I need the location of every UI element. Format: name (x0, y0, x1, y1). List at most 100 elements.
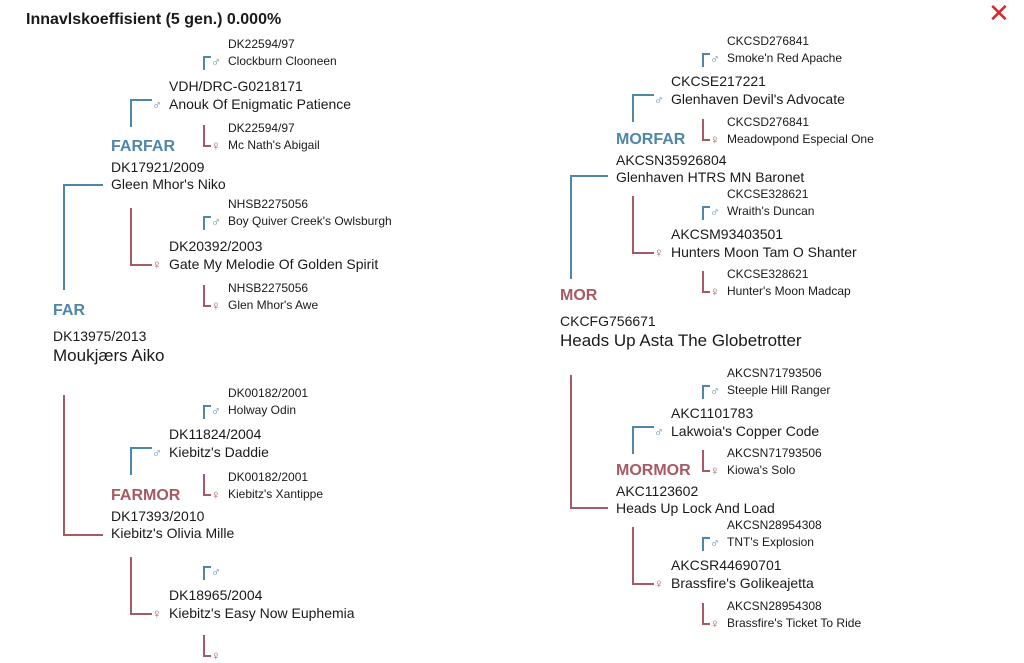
connector-line (702, 271, 704, 292)
ancestor-reg[interactable]: CKCSD276841 (727, 34, 810, 48)
female-icon: ♀ (211, 138, 221, 153)
ancestor-reg[interactable]: NHSB2275056 (228, 281, 309, 295)
ancestor-name[interactable]: Smoke'n Red Apache (727, 51, 843, 65)
parent-label: MOR (560, 287, 598, 304)
connector-line (632, 94, 654, 96)
ancestor-reg[interactable]: DK22594/97 (228, 121, 295, 135)
connector-line (203, 125, 205, 146)
ancestor-reg[interactable]: AKCSN28954308 (727, 599, 822, 613)
parent-reg[interactable]: CKCFG756671 (560, 313, 656, 329)
ancestor-reg[interactable]: DK00182/2001 (228, 386, 309, 400)
ancestor-name[interactable]: Kiebitz's Xantippe (228, 487, 324, 501)
male-icon: ♂ (152, 445, 162, 460)
ancestor-name[interactable]: Steeple Hill Ranger (727, 383, 831, 397)
male-icon: ♂ (654, 92, 664, 107)
ancestor-reg[interactable]: CKCSE217221 (671, 73, 766, 89)
male-icon: ♂ (710, 535, 720, 550)
ancestor-reg[interactable]: CKCSE328621 (727, 187, 809, 201)
ancestor-name[interactable]: Anouk Of Enigmatic Patience (169, 96, 352, 112)
ancestor-reg[interactable]: NHSB2275056 (228, 197, 309, 211)
connector-line (203, 635, 205, 656)
connector-line (632, 426, 634, 454)
connector-line (702, 537, 704, 551)
connector-line (130, 208, 132, 265)
connector-line (702, 119, 704, 140)
connector-line (63, 184, 65, 290)
grandparent-reg[interactable]: AKCSN35926804 (616, 152, 727, 168)
ancestor-reg[interactable]: DK22594/97 (228, 37, 295, 51)
ancestor-reg[interactable]: DK20392/2003 (169, 238, 263, 254)
connector-line (702, 450, 704, 471)
female-icon: ♀ (211, 648, 221, 663)
grandparent-reg[interactable]: DK17921/2009 (111, 159, 205, 175)
ancestor-name[interactable]: Mc Nath's Abigail (228, 138, 320, 152)
connector-line (570, 507, 608, 509)
ancestor-reg[interactable]: AKCSR44690701 (671, 557, 782, 573)
ancestor-reg[interactable]: VDH/DRC-G0218171 (169, 78, 303, 94)
connector-line (632, 527, 634, 584)
connector-line (702, 537, 710, 539)
ancestor-name[interactable]: Gate My Melodie Of Golden Spirit (169, 256, 379, 272)
ancestor-name[interactable]: Hunters Moon Tam O Shanter (671, 244, 857, 260)
ancestor-reg[interactable]: AKCSN28954308 (727, 518, 822, 532)
male-icon: ♂ (654, 424, 664, 439)
ancestor-reg[interactable]: DK11824/2004 (169, 426, 262, 442)
ancestor-reg[interactable]: CKCSD276841 (727, 115, 810, 129)
ancestor-name[interactable]: Glenhaven Devil's Advocate (671, 91, 845, 107)
grandparent-name[interactable]: Heads Up Lock And Load (616, 500, 775, 516)
close-icon[interactable]: ✕ (988, 0, 1010, 28)
ancestor-name[interactable]: Boy Quiver Creek's Owlsburgh (228, 214, 392, 228)
connector-line (702, 385, 710, 387)
connector-line (63, 395, 65, 536)
connector-line (570, 375, 572, 509)
ancestor-name[interactable]: Glen Mhor's Awe (228, 298, 319, 312)
connector-line (203, 494, 211, 496)
female-icon: ♀ (152, 606, 162, 621)
male-icon: ♂ (710, 51, 720, 66)
ancestor-reg[interactable]: AKC1101783 (671, 405, 754, 421)
ancestor-name[interactable]: Brassfire's Golikeajetta (671, 575, 814, 591)
grandparent-reg[interactable]: AKC1123602 (616, 483, 699, 499)
female-icon: ♀ (710, 616, 720, 631)
grandparent-name[interactable]: Glenhaven HTRS MN Baronet (616, 169, 805, 185)
ancestor-reg[interactable]: DK00182/2001 (228, 470, 309, 484)
ancestor-name[interactable]: Meadowpond Especial One (727, 132, 874, 146)
female-icon: ♀ (654, 245, 664, 260)
ancestor-reg[interactable]: CKCSE328621 (727, 267, 809, 281)
ancestor-name[interactable]: Kiowa's Solo (727, 463, 796, 477)
grandparent-label: FARFAR (111, 138, 175, 155)
female-icon: ♀ (211, 487, 221, 502)
connector-line (203, 56, 205, 70)
ancestor-name[interactable]: Kiebitz's Daddie (169, 444, 269, 460)
male-icon: ♂ (710, 383, 720, 398)
connector-line (702, 385, 704, 399)
ancestor-name[interactable]: Lakwoia's Copper Code (671, 423, 820, 439)
male-icon: ♂ (211, 564, 221, 579)
ancestor-name[interactable]: Brassfire's Ticket To Ride (727, 616, 862, 630)
grandparent-name[interactable]: Kiebitz's Olivia Mille (111, 525, 235, 541)
grandparent-name[interactable]: Gleen Mhor's Niko (111, 176, 226, 192)
connector-line (63, 184, 103, 186)
ancestor-name[interactable]: Wraith's Duncan (727, 204, 815, 218)
ancestor-reg[interactable]: AKCSM93403501 (671, 226, 784, 242)
ancestor-reg[interactable]: AKCSN71793506 (727, 366, 822, 380)
ancestor-name[interactable]: Clockburn Clooneen (228, 54, 337, 68)
male-icon: ♂ (211, 403, 221, 418)
ancestor-name[interactable]: TNT's Explosion (727, 535, 814, 549)
connector-line (203, 474, 205, 495)
ancestor-name[interactable]: Hunter's Moon Madcap (727, 284, 851, 298)
parent-name[interactable]: Moukjærs Aiko (53, 346, 165, 365)
connector-line (203, 145, 211, 147)
parent-name[interactable]: Heads Up Asta The Globetrotter (560, 331, 802, 350)
grandparent-reg[interactable]: DK17393/2010 (111, 508, 205, 524)
connector-line (632, 196, 634, 253)
male-icon: ♂ (211, 214, 221, 229)
connector-line (702, 470, 710, 472)
connector-line (203, 405, 205, 419)
ancestor-name[interactable]: Holway Odin (228, 403, 297, 417)
ancestor-name[interactable]: Kiebitz's Easy Now Euphemia (169, 605, 355, 621)
ancestor-reg[interactable]: AKCSN71793506 (727, 446, 822, 460)
connector-line (632, 252, 654, 254)
ancestor-reg[interactable]: DK18965/2004 (169, 587, 263, 603)
parent-reg[interactable]: DK13975/2013 (53, 328, 147, 344)
